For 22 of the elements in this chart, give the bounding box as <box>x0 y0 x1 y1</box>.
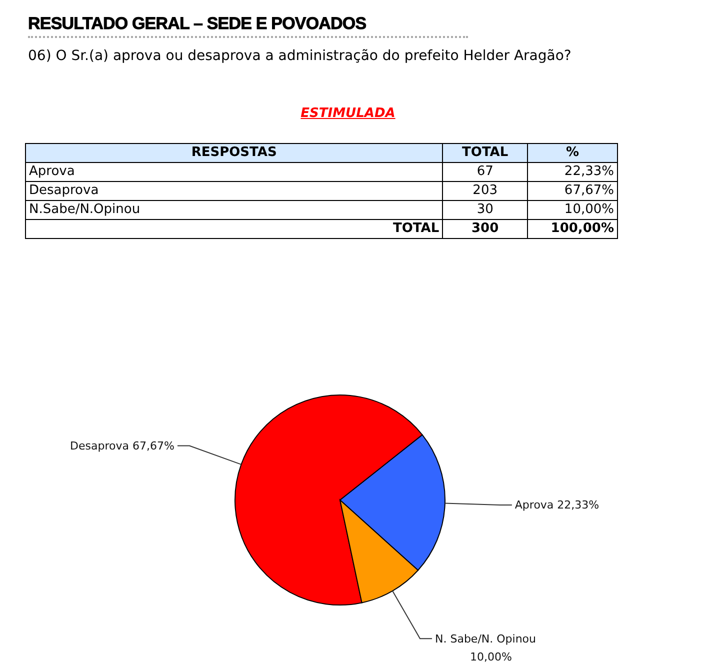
text: Aprova <box>26 162 443 182</box>
text: 203 <box>442 182 528 200</box>
text: RESULTADO GERAL – SEDE E POVOADOS <box>28 14 468 38</box>
text: Desaprova <box>26 182 443 200</box>
slice-label: Desaprova 67,67% <box>70 439 174 452</box>
slice-label: N. Sabe/N. Opinou <box>435 632 536 646</box>
text: % <box>528 144 618 162</box>
text: ESTIMULADA <box>300 106 396 121</box>
text: 67,67% <box>528 182 618 200</box>
text: 22,33% <box>528 162 618 182</box>
slice-label: Aprova 22,33% <box>514 498 600 512</box>
text: 10,00% <box>528 200 618 220</box>
text: RESPOSTAS <box>26 144 443 162</box>
text: TOTAL <box>26 220 443 238</box>
data-label: 10,00% <box>470 650 512 664</box>
text: 06) O Sr.(a) aprova ou desaprova a administração do prefeito Helder Aragão? <box>28 48 572 64</box>
text: 67 <box>442 162 528 182</box>
text: 300 <box>442 220 528 238</box>
text: N.Sabe/N.Opinou <box>26 200 443 220</box>
text: 30 <box>442 200 528 220</box>
text: TOTAL <box>442 144 528 162</box>
text: 100,00% <box>528 220 618 238</box>
